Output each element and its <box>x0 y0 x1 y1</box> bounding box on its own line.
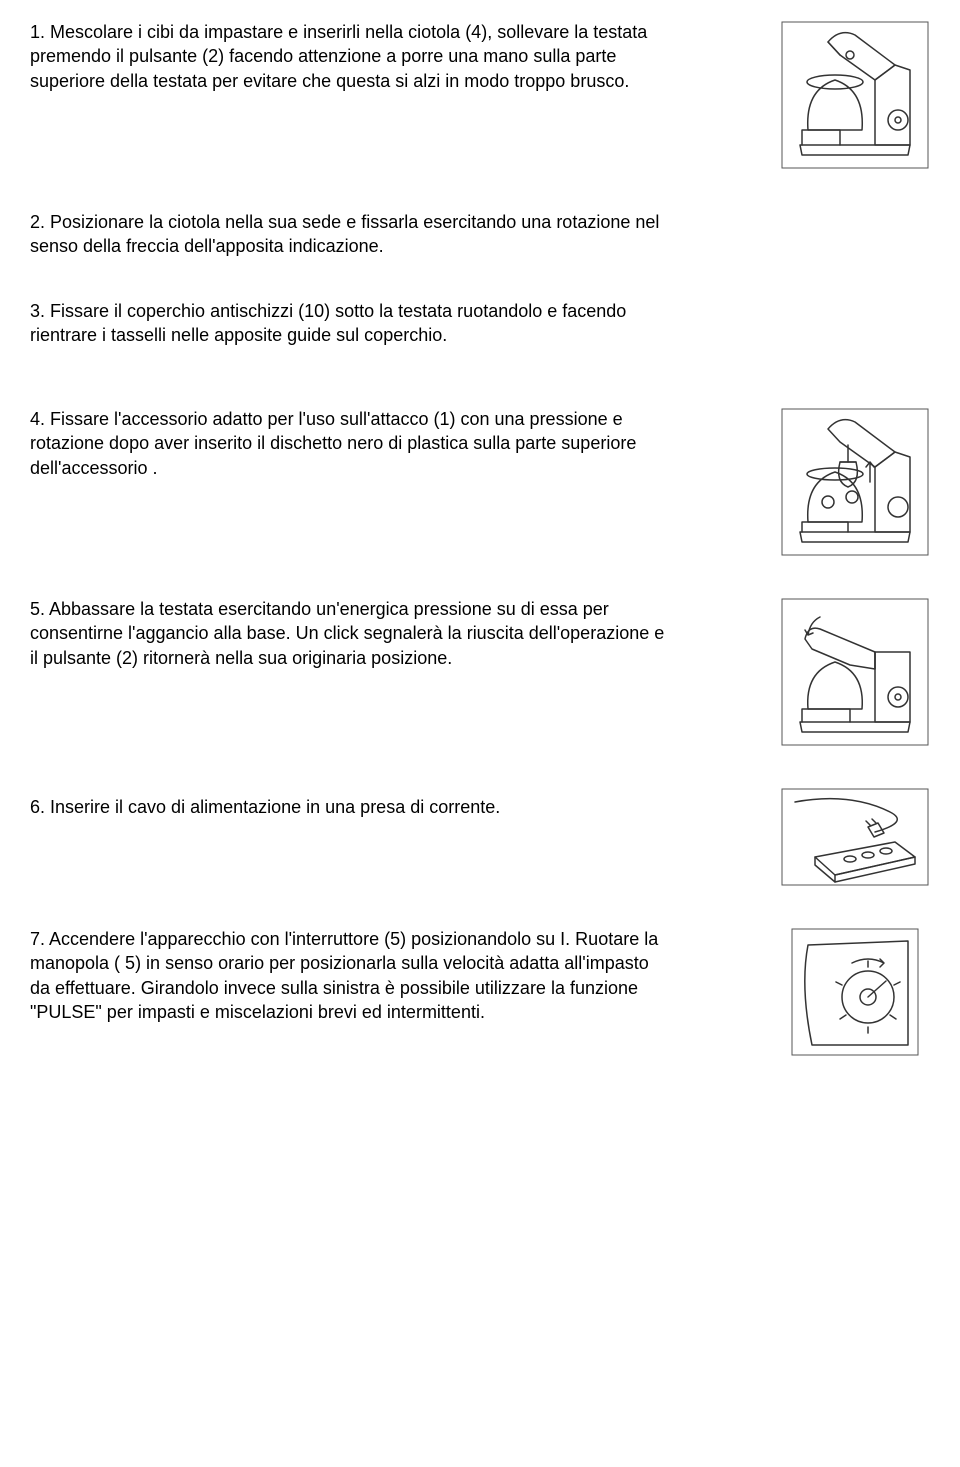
instruction-step-1: 1. Mescolare i cibi da impastare e inser… <box>30 20 930 170</box>
step-1-figure <box>780 20 930 170</box>
dial-icon <box>790 927 920 1057</box>
step-4-figure <box>780 407 930 557</box>
instruction-step-2: 2. Posizionare la ciotola nella sua sede… <box>30 210 930 259</box>
mixer-attachment-icon <box>780 407 930 557</box>
mixer-head-down-icon <box>780 597 930 747</box>
instruction-step-6: 6. Inserire il cavo di alimentazione in … <box>30 787 930 887</box>
power-strip-icon <box>780 787 930 887</box>
step-5-text: 5. Abbassare la testata esercitando un'e… <box>30 597 670 670</box>
step-2-text: 2. Posizionare la ciotola nella sua sede… <box>30 210 670 259</box>
instruction-step-4: 4. Fissare l'accessorio adatto per l'uso… <box>30 407 930 557</box>
step-3-text: 3. Fissare il coperchio antischizzi (10)… <box>30 299 670 348</box>
step-6-text: 6. Inserire il cavo di alimentazione in … <box>30 787 670 819</box>
instruction-step-3: 3. Fissare il coperchio antischizzi (10)… <box>30 299 930 348</box>
step-6-figure <box>780 787 930 887</box>
instruction-step-7: 7. Accendere l'apparecchio con l'interru… <box>30 927 930 1057</box>
step-7-text: 7. Accendere l'apparecchio con l'interru… <box>30 927 670 1024</box>
step-7-figure <box>780 927 930 1057</box>
mixer-head-up-icon <box>780 20 930 170</box>
instruction-step-5: 5. Abbassare la testata esercitando un'e… <box>30 597 930 747</box>
step-4-text: 4. Fissare l'accessorio adatto per l'uso… <box>30 407 670 480</box>
step-5-figure <box>780 597 930 747</box>
step-1-text: 1. Mescolare i cibi da impastare e inser… <box>30 20 670 93</box>
